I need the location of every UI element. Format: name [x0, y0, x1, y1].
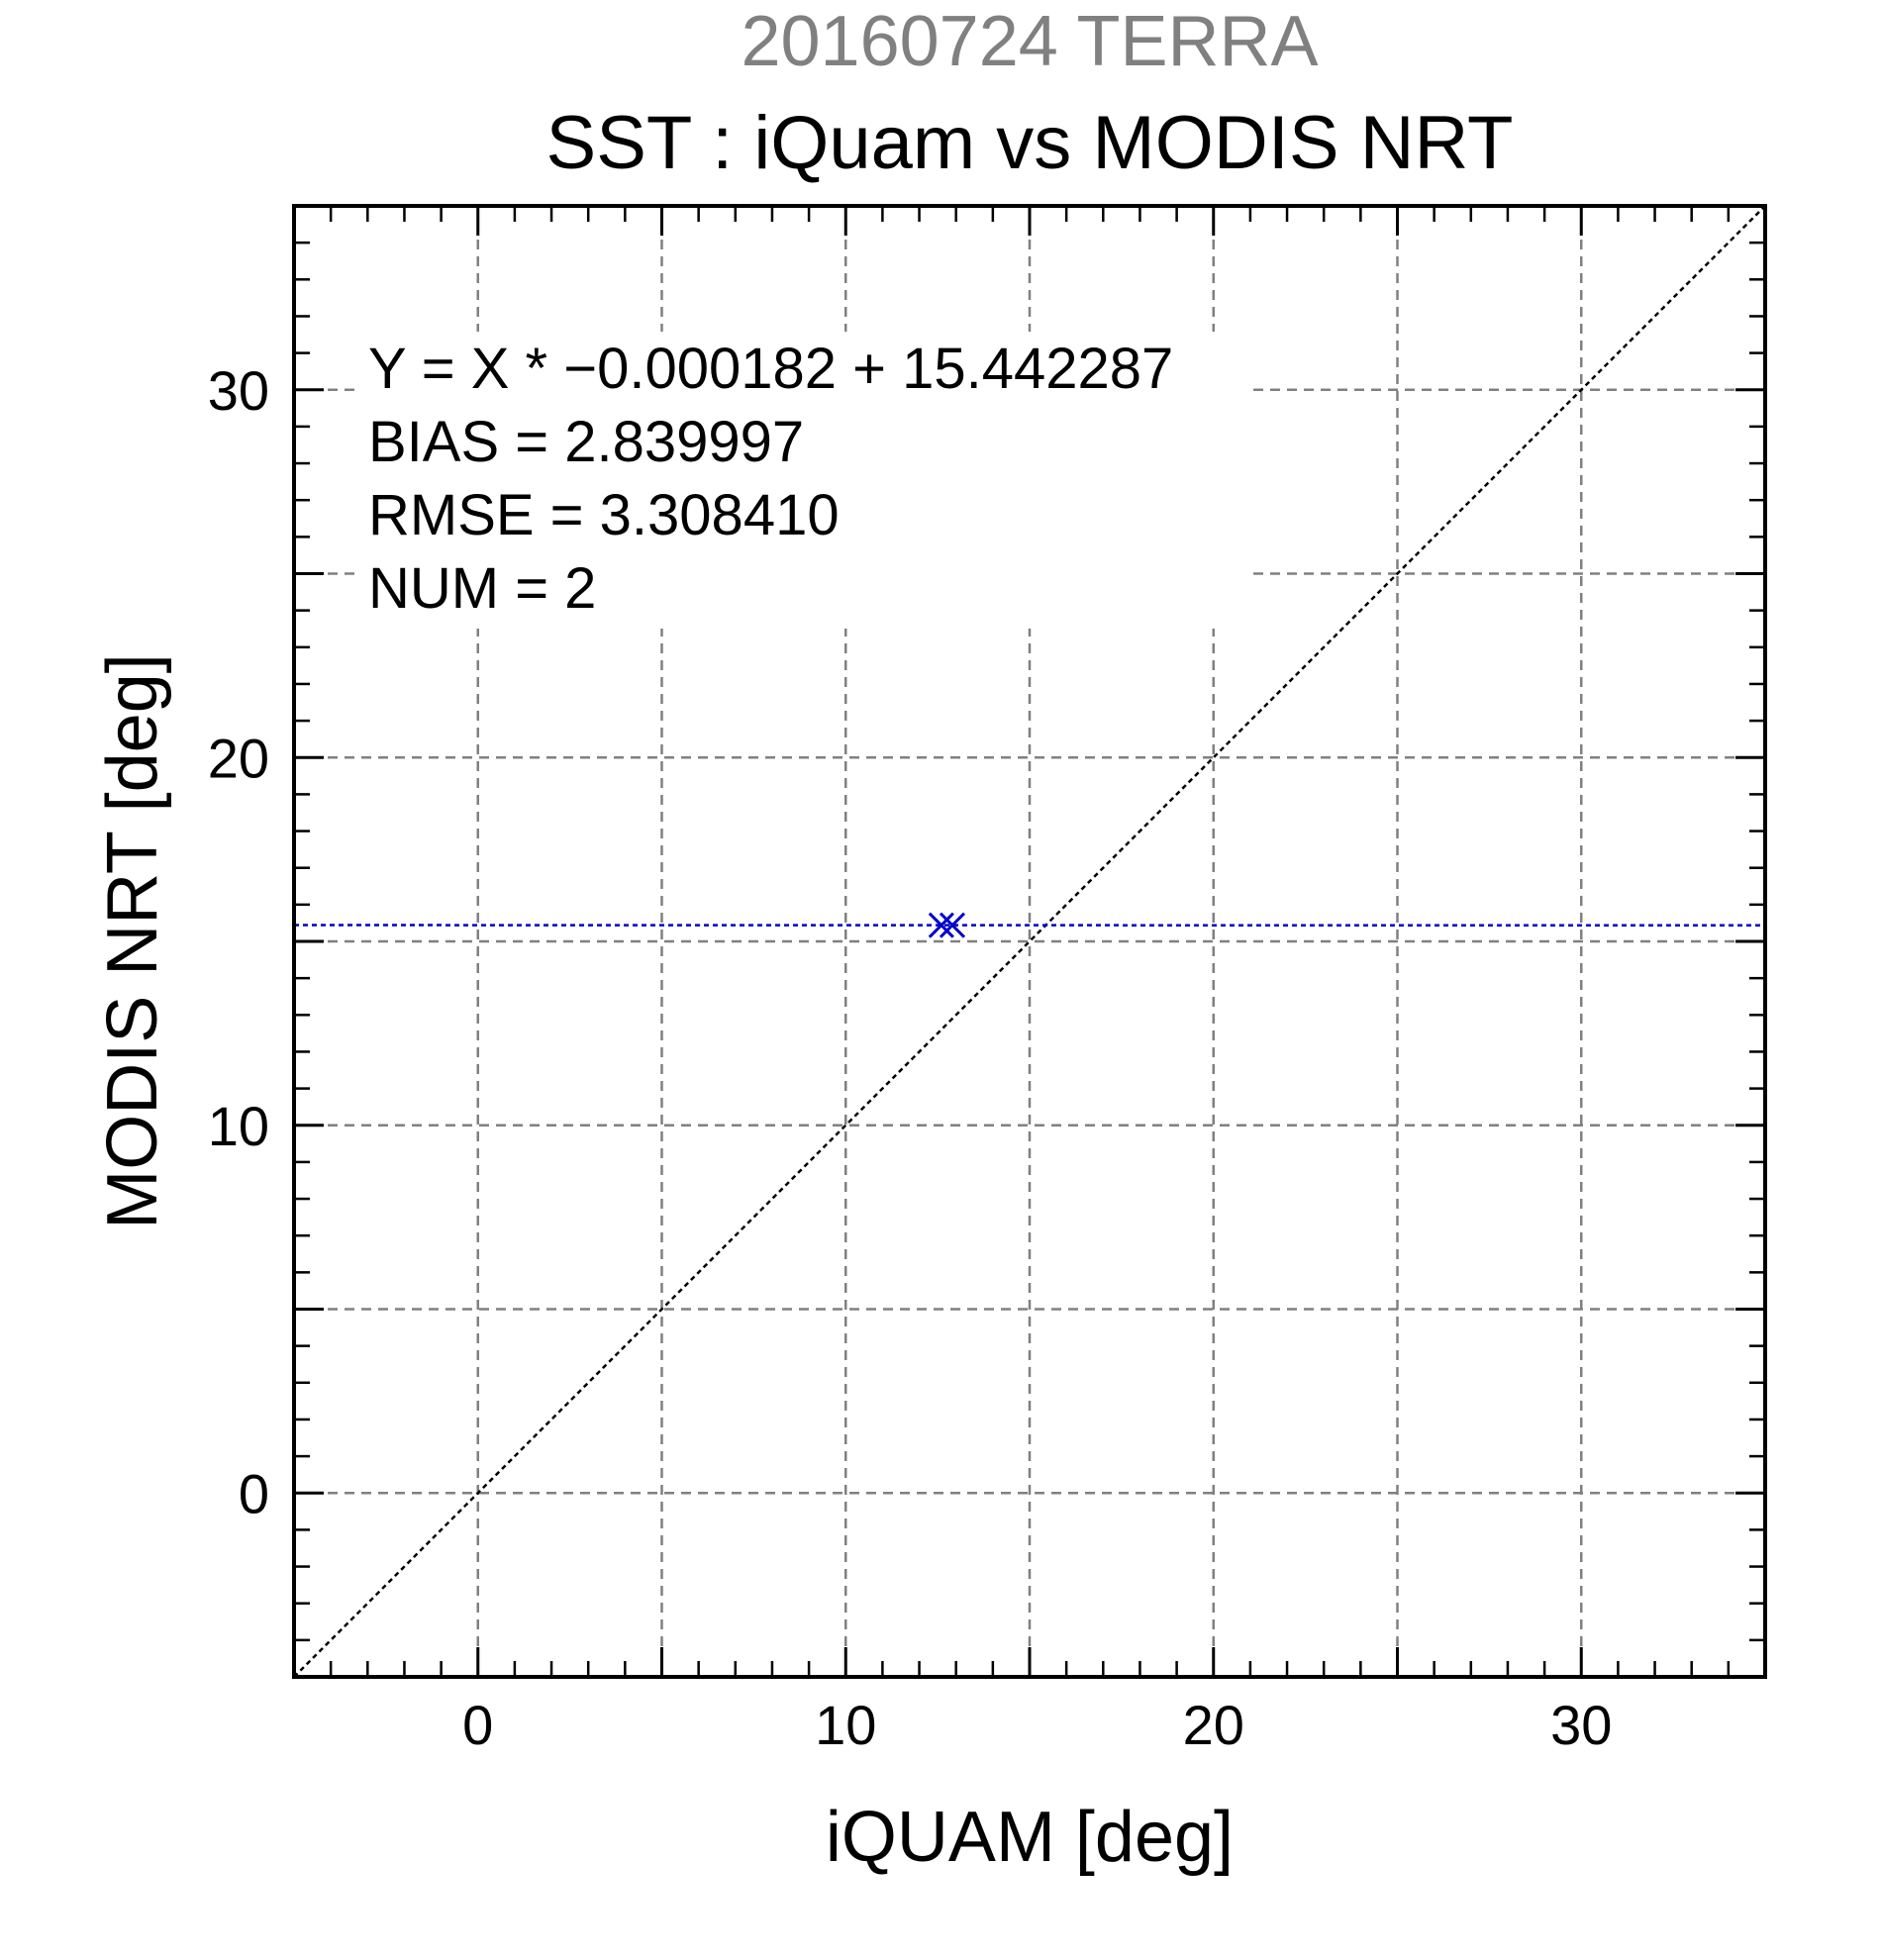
chart-title: SST : iQuam vs MODIS NRT [546, 101, 1514, 185]
bias-value: BIAS = 2.839997 [368, 410, 804, 474]
plot-frame [292, 204, 1767, 1679]
minor-ticks [294, 206, 1765, 1677]
stats-box: Y = X * −0.000182 + 15.442287 BIAS = 2.8… [356, 332, 1247, 629]
date-satellite-title: 20160724 TERRA [741, 2, 1318, 81]
y-tick-label: 0 [239, 1462, 269, 1524]
x-tick-label: 0 [462, 1694, 493, 1756]
major-ticks [294, 206, 1765, 1677]
x-tick-label: 10 [815, 1694, 876, 1756]
y-axis-label: MODIS NRT [deg] [93, 653, 172, 1229]
num-value: NUM = 2 [368, 556, 596, 621]
data-points [928, 912, 966, 938]
tick-labels: 0 10 20 30 0 10 20 30 [208, 359, 1613, 1756]
x-axis-label: iQUAM [deg] [826, 1798, 1234, 1877]
y-tick-label: 30 [208, 359, 269, 422]
data-point [928, 912, 954, 938]
stats-background [356, 332, 1247, 629]
rmse-value: RMSE = 3.308410 [368, 483, 840, 547]
y-tick-label: 10 [208, 1095, 269, 1157]
y-tick-label: 20 [208, 727, 269, 789]
data-point [939, 912, 966, 938]
regression-equation: Y = X * −0.000182 + 15.442287 [368, 337, 1173, 401]
x-tick-label: 30 [1550, 1694, 1612, 1756]
reference-lines [293, 205, 1766, 1678]
x-tick-label: 20 [1183, 1694, 1244, 1756]
